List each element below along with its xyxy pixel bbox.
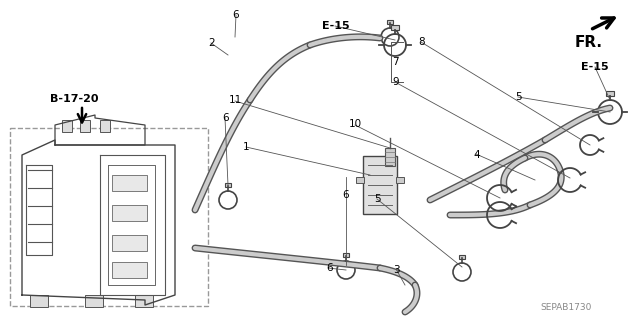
Bar: [62, 120, 72, 132]
Bar: [112, 175, 147, 191]
Bar: [100, 120, 110, 132]
Bar: [396, 177, 404, 183]
Text: E-15: E-15: [322, 21, 350, 32]
Text: 6: 6: [326, 263, 333, 273]
FancyBboxPatch shape: [363, 156, 397, 214]
Text: 3: 3: [394, 264, 400, 275]
Text: 4: 4: [474, 150, 480, 160]
Text: 5: 5: [374, 194, 381, 204]
Bar: [112, 235, 147, 251]
Bar: [85, 295, 103, 307]
Bar: [606, 91, 614, 96]
Bar: [112, 205, 147, 221]
Text: 6: 6: [232, 10, 239, 20]
Bar: [385, 148, 395, 166]
Text: 1: 1: [243, 142, 250, 152]
Bar: [391, 25, 399, 30]
Text: 6: 6: [342, 189, 349, 200]
Bar: [112, 262, 147, 278]
Text: B-17-20: B-17-20: [50, 94, 99, 104]
Bar: [356, 177, 364, 183]
Bar: [30, 295, 48, 307]
Bar: [80, 120, 90, 132]
Bar: [225, 183, 231, 187]
Text: E-15: E-15: [581, 62, 609, 72]
Text: 2: 2: [208, 38, 214, 48]
Text: 10: 10: [349, 119, 362, 130]
Text: FR.: FR.: [575, 35, 603, 50]
Text: 8: 8: [418, 37, 424, 48]
Text: 9: 9: [392, 77, 399, 87]
Text: SEPAB1730: SEPAB1730: [540, 303, 591, 312]
Text: 7: 7: [392, 57, 399, 67]
Bar: [343, 253, 349, 257]
Bar: [387, 20, 393, 24]
Bar: [459, 255, 465, 259]
Text: 6: 6: [223, 113, 229, 123]
Text: 11: 11: [229, 95, 242, 106]
Text: 5: 5: [515, 92, 522, 102]
Bar: [135, 295, 153, 307]
